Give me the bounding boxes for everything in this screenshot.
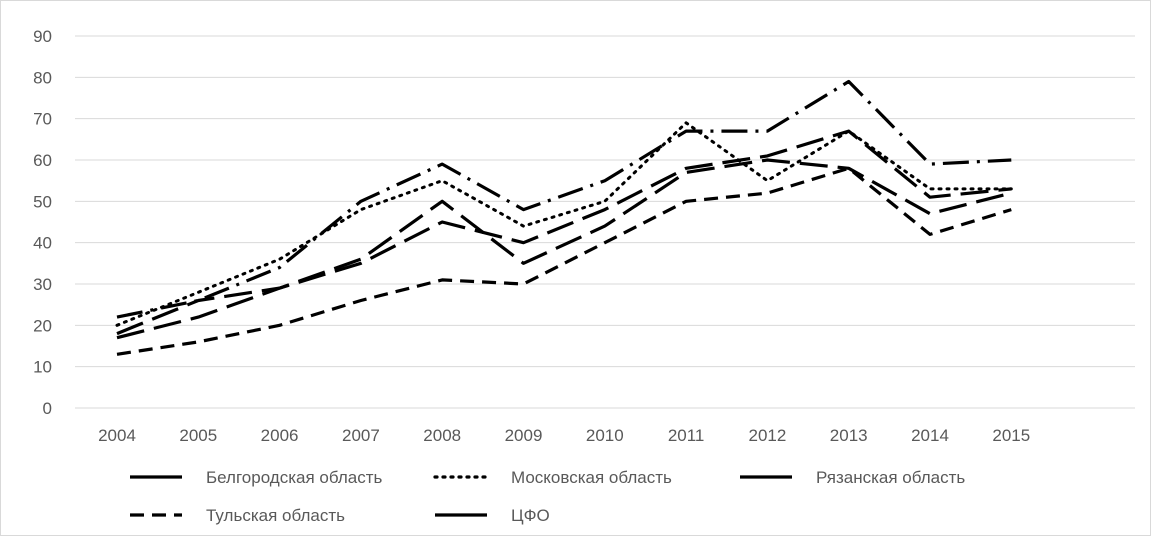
x-tick-label: 2007 [342, 426, 380, 445]
x-tick-label: 2013 [830, 426, 868, 445]
x-tick-label: 2014 [911, 426, 949, 445]
y-tick-label: 30 [33, 275, 52, 294]
x-tick-label: 2005 [179, 426, 217, 445]
y-axis-ticks: 0 10 20 30 40 50 60 70 80 90 [33, 27, 52, 418]
x-tick-label: 2008 [423, 426, 461, 445]
x-tick-label: 2015 [992, 426, 1030, 445]
y-tick-label: 0 [43, 399, 52, 418]
series-line-3 [116, 158, 1012, 336]
grid-layer [75, 35, 1135, 409]
legend-label-3: Рязанская область [816, 468, 965, 487]
legend-label-1: Белгородская область [206, 468, 382, 487]
legend-label-2: Московская область [511, 468, 672, 487]
series-layer [115, 79, 1013, 356]
x-axis-ticks: 2004 2005 2006 2007 2008 2009 2010 2011 2012 2013… [98, 426, 1030, 445]
x-tick-label: 2011 [668, 426, 705, 445]
y-tick-label: 10 [33, 358, 52, 377]
y-tick-label: 40 [33, 234, 52, 253]
y-tick-label: 70 [33, 110, 52, 129]
x-tick-label: 2004 [98, 426, 136, 445]
y-tick-label: 60 [33, 151, 52, 170]
y-tick-label: 80 [33, 68, 52, 87]
series-line-5 [116, 129, 1012, 340]
y-tick-label: 20 [33, 316, 52, 335]
legend-label-4: Тульская область [206, 506, 345, 525]
legend-label-5: ЦФО [511, 506, 550, 525]
x-tick-label: 2012 [748, 426, 786, 445]
y-tick-label: 90 [33, 27, 52, 46]
x-tick-label: 2006 [261, 426, 299, 445]
x-tick-label: 2010 [586, 426, 624, 445]
y-tick-label: 50 [33, 192, 52, 211]
series-line-4 [116, 166, 1012, 356]
series-line-2 [115, 121, 1013, 327]
x-tick-label: 2009 [505, 426, 543, 445]
legend: Белгородская область Московская область Ря… [130, 468, 965, 525]
series-line-1 [116, 79, 1012, 319]
